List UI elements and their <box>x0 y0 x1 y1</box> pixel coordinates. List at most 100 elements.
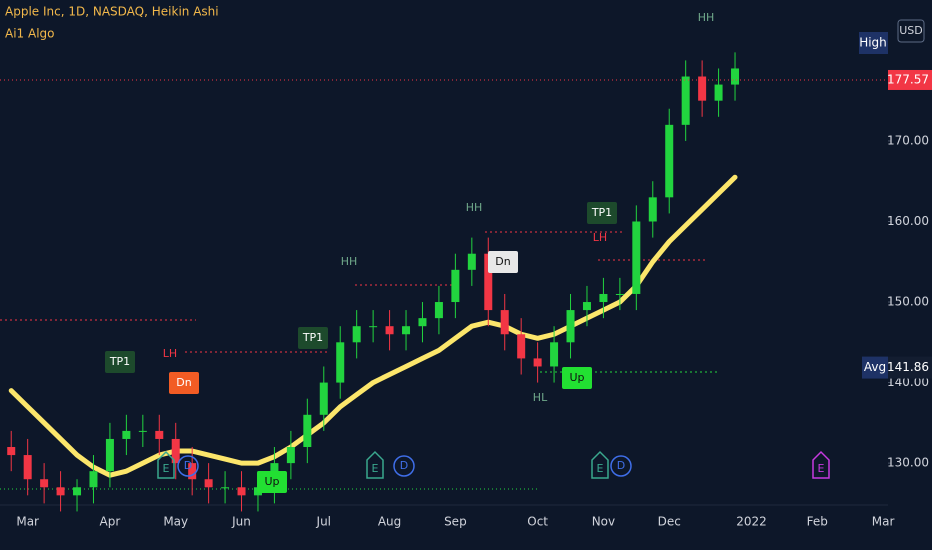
candle-body <box>550 342 559 367</box>
candle-body <box>336 342 345 383</box>
x-tick-label: Mar <box>872 515 895 529</box>
high-label: High <box>859 36 887 50</box>
candle-body <box>237 487 246 496</box>
y-tick-label: 160.00 <box>887 214 929 228</box>
candle-body <box>369 326 378 328</box>
avg-badge <box>862 356 888 379</box>
candle-body <box>731 68 740 85</box>
annotation: TP1 <box>109 355 130 368</box>
annotation: D <box>184 459 192 472</box>
price-badge <box>888 69 932 90</box>
candle-body <box>714 84 723 101</box>
dividend-marker <box>177 455 199 477</box>
annotation: E <box>818 462 825 475</box>
event-marker <box>157 450 175 479</box>
avg-label: 141.86 <box>887 360 929 374</box>
chart-title: Apple Inc, 1D, NASDAQ, Heikin Ashi <box>5 5 219 19</box>
currency-badge <box>897 19 925 43</box>
annotation: Dn <box>495 255 510 268</box>
candle-body <box>188 463 197 480</box>
annotation: HH <box>698 11 715 24</box>
annotation: D <box>617 459 625 472</box>
annotation: Dn <box>176 376 191 389</box>
signal-badge <box>488 251 518 273</box>
x-tick-label: Feb <box>807 515 828 529</box>
signal-badge <box>105 351 135 373</box>
signal-badge <box>587 202 617 224</box>
currency-label: USD <box>899 24 923 37</box>
candle-body <box>418 318 427 327</box>
y-tick-label: 130.00 <box>887 456 929 470</box>
candle-body <box>648 197 657 222</box>
indicator-name: Ai1 Algo <box>5 27 55 41</box>
candle-body <box>615 293 624 295</box>
price-label: 177.57 <box>887 72 929 86</box>
event-marker <box>812 450 830 479</box>
candle-body <box>566 310 575 343</box>
candle-body <box>56 487 65 496</box>
x-tick-label: Aug <box>378 515 401 529</box>
annotation: TP1 <box>591 206 612 219</box>
price-axis <box>888 0 932 550</box>
x-tick-label: May <box>163 515 188 529</box>
candle-body <box>451 269 460 303</box>
annotation: E <box>597 462 604 475</box>
candle-body <box>484 253 493 311</box>
annotation: Up <box>569 371 584 384</box>
candle-body <box>23 455 32 480</box>
candle-body <box>434 302 443 319</box>
high-badge <box>859 32 888 54</box>
annotation: HH <box>341 255 358 268</box>
avg-name: Avg <box>864 360 886 374</box>
dividend-marker <box>610 455 632 477</box>
annotation: E <box>372 462 379 475</box>
candle-body <box>385 326 394 335</box>
event-marker <box>591 450 609 479</box>
candle-body <box>40 479 49 488</box>
signal-badge <box>169 372 199 394</box>
candle-body <box>402 326 411 335</box>
candle-body <box>105 438 114 472</box>
candle-body <box>632 221 641 294</box>
candle-body <box>73 487 82 496</box>
annotation: HH <box>466 201 483 214</box>
candle-body <box>665 124 674 198</box>
candle-body <box>467 253 476 270</box>
annotation: TP1 <box>302 331 323 344</box>
x-tick-label: Apr <box>100 515 121 529</box>
annotation: Up <box>264 475 279 488</box>
candle-body <box>500 310 509 335</box>
candle-body <box>122 430 131 439</box>
x-tick-label: Sep <box>444 515 467 529</box>
candle-body <box>533 358 542 367</box>
annotation: LH <box>593 231 607 244</box>
dividend-marker <box>393 455 415 477</box>
candle-body <box>698 76 707 101</box>
candle-body <box>138 430 147 432</box>
candle-body <box>7 447 16 456</box>
candle-body <box>204 479 213 488</box>
annotation: E <box>163 462 170 475</box>
x-tick-label: 2022 <box>736 515 767 529</box>
candle-body <box>599 293 608 303</box>
candle-body <box>171 438 180 464</box>
avg-value-badge <box>888 356 932 379</box>
x-tick-label: Nov <box>592 515 615 529</box>
moving-average <box>8 174 738 478</box>
signal-badge <box>298 327 328 349</box>
candle-body <box>89 471 98 488</box>
x-tick-label: Mar <box>16 515 39 529</box>
candle-body <box>303 414 312 448</box>
y-tick-label: 150.00 <box>887 295 929 309</box>
candle-body <box>286 447 295 464</box>
signal-badge <box>257 471 287 493</box>
candle-body <box>221 487 230 489</box>
candle-body <box>352 326 361 343</box>
annotation: D <box>400 459 408 472</box>
annotation: HL <box>533 391 548 404</box>
annotation: LH <box>163 347 177 360</box>
candle-body <box>582 302 591 311</box>
x-tick-label: Oct <box>527 515 548 529</box>
signal-badge <box>562 367 592 389</box>
x-tick-label: Dec <box>658 515 681 529</box>
